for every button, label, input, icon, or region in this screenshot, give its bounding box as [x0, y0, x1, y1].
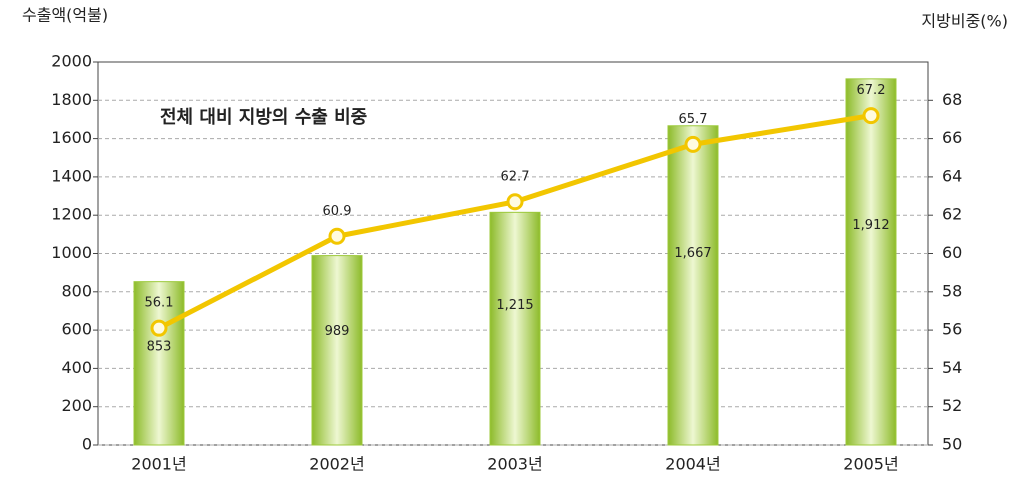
y-tick-label: 1400	[51, 166, 92, 185]
y-axis-label: 수출액(억불)	[22, 6, 108, 25]
y-tick-label: 1000	[51, 243, 92, 262]
bar-value-label: 1,912	[852, 218, 889, 233]
line-point	[506, 193, 524, 211]
bar-value-label: 853	[147, 339, 172, 354]
y2-tick-label: 68	[942, 90, 962, 109]
y-tick-label: 0	[82, 435, 92, 454]
x-tick-label: 2002년	[309, 455, 364, 474]
line-value-label: 67.2	[857, 83, 886, 98]
line-point	[862, 107, 880, 125]
y2-tick-label: 64	[942, 166, 962, 185]
line-value-label: 60.9	[323, 204, 352, 219]
x-tick-label: 2004년	[665, 455, 720, 474]
y2-tick-label: 56	[942, 320, 962, 339]
bar	[667, 125, 719, 446]
line-value-label: 65.7	[679, 112, 708, 127]
y2-tick-label: 58	[942, 281, 962, 300]
bar	[845, 78, 897, 446]
x-tick-label: 2001년	[131, 455, 186, 474]
y2-tick-label: 52	[942, 396, 962, 415]
y2-tick-label: 66	[942, 128, 962, 147]
y2-tick-label: 54	[942, 358, 962, 377]
y-tick-label: 2000	[51, 52, 92, 71]
y2-tick-label: 50	[942, 435, 962, 454]
line-point	[684, 135, 702, 153]
bar	[489, 211, 541, 446]
y2-tick-label: 62	[942, 205, 962, 224]
line-value-label: 62.7	[501, 169, 530, 184]
bar	[133, 281, 185, 446]
bar	[311, 255, 363, 446]
y-tick-label: 800	[61, 281, 92, 300]
y-tick-label: 1800	[51, 90, 92, 109]
bar-value-label: 1,667	[674, 246, 711, 261]
bar-value-label: 989	[325, 324, 350, 339]
y-tick-label: 1600	[51, 128, 92, 147]
x-tick-label: 2003년	[487, 455, 542, 474]
line-value-label: 56.1	[145, 296, 174, 311]
y-tick-label: 400	[61, 358, 92, 377]
y2-tick-label: 60	[942, 243, 962, 262]
x-tick-label: 2005년	[843, 455, 898, 474]
y-tick-label: 600	[61, 320, 92, 339]
line-point	[328, 227, 346, 245]
y-tick-label: 200	[61, 396, 92, 415]
y2-axis-label: 지방비중(%)	[921, 12, 1008, 31]
bar-value-label: 1,215	[496, 298, 533, 313]
annotation: 전체 대비 지방의 수출 비중	[160, 107, 367, 128]
line-point	[150, 319, 168, 337]
y-tick-label: 1200	[51, 205, 92, 224]
